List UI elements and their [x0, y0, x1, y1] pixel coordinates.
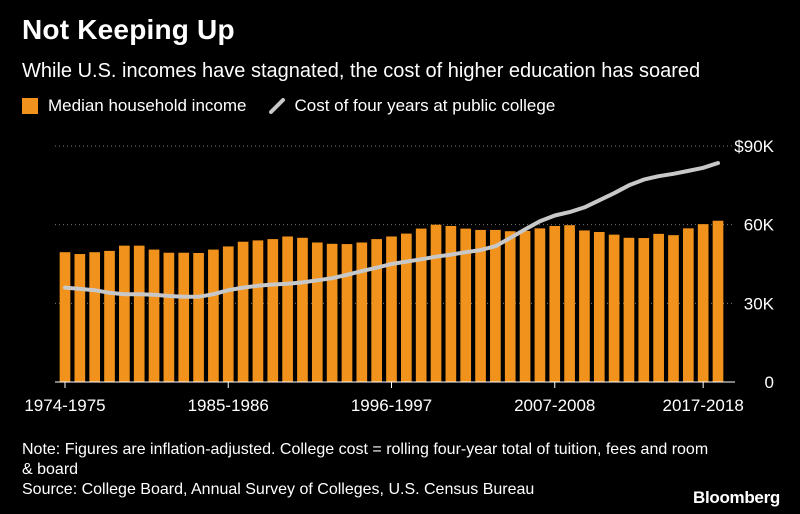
chart-canvas: $90K 60K 30K 0 1974-1975 1985-1986 1996-1997 2…: [24, 137, 774, 415]
legend-line-icon: [269, 98, 286, 114]
income-bar: [178, 252, 190, 382]
income-bar: [445, 225, 457, 382]
income-bar: [415, 228, 427, 382]
income-bar: [133, 245, 145, 382]
x-tick-label: 1985-1986: [188, 396, 269, 415]
income-bar: [712, 220, 724, 382]
income-bar: [59, 252, 71, 382]
income-bar: [653, 233, 664, 382]
income-bars: [59, 220, 724, 382]
income-bar: [222, 246, 234, 382]
income-bar: [267, 239, 279, 382]
y-tick-label: 0: [765, 373, 774, 392]
source-note: Source: College Board, Annual Survey of …: [22, 481, 535, 498]
college-cost-line: [63, 161, 720, 299]
income-bar: [104, 250, 115, 382]
legend-label-income: Median household income: [48, 96, 247, 115]
income-bar: [119, 245, 130, 382]
y-tick-label: 30K: [744, 294, 775, 313]
income-bar: [163, 252, 175, 382]
income-bar: [237, 241, 249, 382]
chart-title: Not Keeping Up: [22, 14, 235, 45]
legend-label-college-cost: Cost of four years at public college: [294, 96, 556, 115]
x-tick-label: 1974-1975: [24, 396, 105, 415]
y-tick-label: 60K: [744, 216, 775, 235]
income-bar: [534, 228, 546, 382]
legend-item-college-cost: Cost of four years at public college: [268, 96, 555, 116]
income-bar: [400, 233, 412, 382]
bloomberg-logo: Bloomberg: [692, 488, 780, 507]
income-bar: [148, 249, 160, 382]
chart-subtitle: While U.S. incomes have stagnated, the c…: [22, 60, 701, 82]
income-bar: [386, 236, 397, 382]
income-bar: [549, 225, 561, 382]
income-bar: [371, 239, 383, 382]
x-axis: [55, 381, 735, 388]
income-bar: [208, 249, 219, 382]
income-bar: [311, 242, 323, 382]
income-bar: [460, 228, 472, 382]
college-cost-series-line: [63, 161, 720, 299]
income-bar: [193, 252, 204, 382]
income-bar: [608, 234, 620, 382]
income-bar: [623, 237, 635, 382]
income-bar: [593, 232, 605, 382]
income-bar: [697, 224, 709, 382]
income-bar: [356, 242, 368, 382]
y-axis-labels: $90K 60K 30K 0: [734, 137, 774, 392]
income-bar: [504, 231, 516, 382]
income-bar: [564, 225, 575, 382]
x-axis-labels: 1974-1975 1985-1986 1996-1997 2007-2008 2017…: [24, 396, 743, 415]
x-tick-label: 2017-2018: [663, 396, 744, 415]
income-bar: [430, 224, 442, 382]
income-bar: [475, 229, 486, 382]
x-tick-label: 1996-1997: [351, 396, 432, 415]
income-bar: [326, 243, 338, 382]
income-bar: [668, 235, 679, 382]
income-bar: [638, 238, 650, 382]
legend-item-income: Median household income: [22, 96, 246, 116]
income-bar: [519, 230, 531, 382]
income-bar: [252, 240, 264, 382]
income-bar: [297, 237, 308, 382]
income-bar: [579, 230, 590, 382]
income-bar: [74, 254, 86, 382]
income-bar: [89, 252, 101, 382]
legend-bar-swatch: [22, 98, 38, 114]
footnote: Note: Figures are inflation-adjusted. Co…: [22, 441, 709, 478]
income-bar: [490, 229, 501, 382]
y-tick-label: $90K: [734, 137, 774, 156]
income-bar: [682, 228, 694, 382]
income-bar: [282, 236, 293, 382]
x-tick-label: 2007-2008: [514, 396, 595, 415]
income-bar: [341, 244, 353, 382]
legend: Median household income Cost of four yea…: [22, 96, 577, 116]
